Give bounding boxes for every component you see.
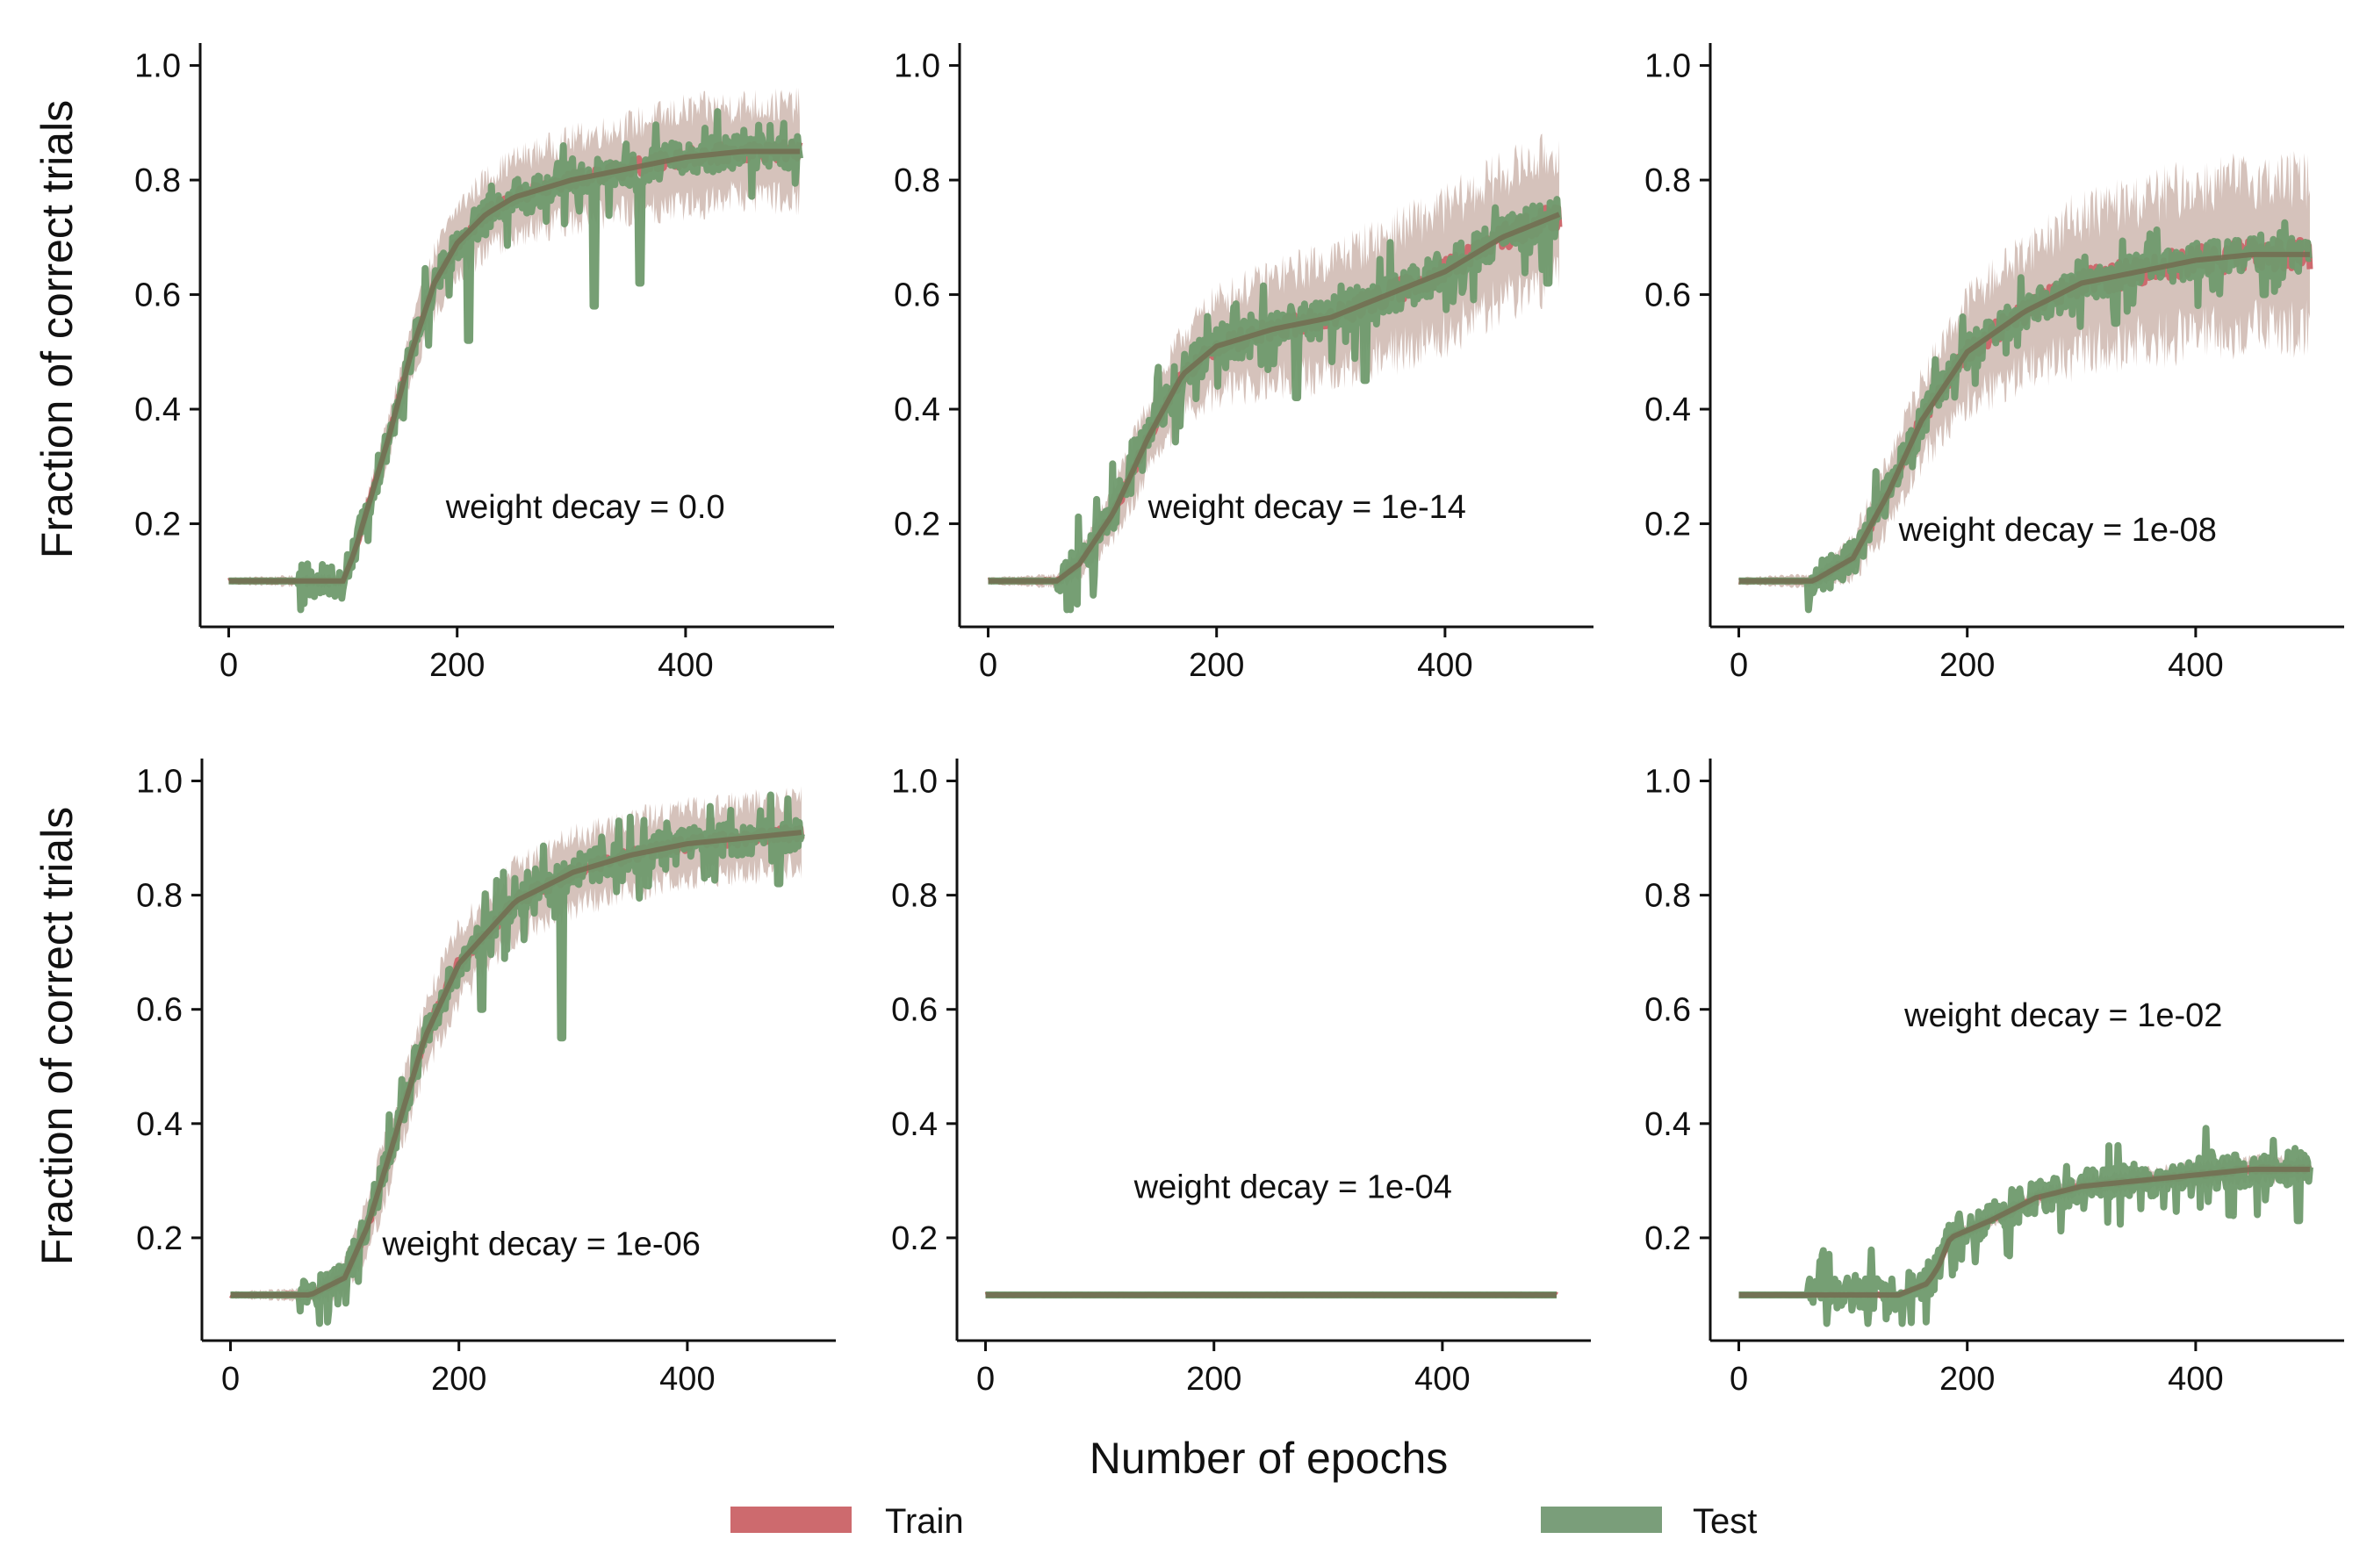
y-tick-label-3-2: 0.6 <box>1644 277 1691 314</box>
legend-test-swatch <box>1541 1507 1662 1533</box>
x-tick-label-2-1: 200 <box>1189 647 1244 684</box>
x-tick-label-5-1: 200 <box>1186 1361 1241 1398</box>
y-tick-label-6-2: 0.6 <box>1644 992 1691 1029</box>
y-tick-label-6-3: 0.8 <box>1644 878 1691 915</box>
legend: Train Test <box>730 1502 1757 1541</box>
x-tick-label-2-0: 0 <box>979 647 997 684</box>
panel-3: 0.2 0.4 0.6 0.8 1.0 0 200 400 weight decay = 1e-… <box>1644 43 2344 684</box>
panel-5: 0.2 0.4 0.6 0.8 1.0 0 200 400 weight decay = 1e-… <box>891 759 1591 1398</box>
y-tick-label-3-1: 0.4 <box>1644 392 1691 428</box>
mean-line-1 <box>228 148 800 584</box>
y-tick-label-5-4: 1.0 <box>891 764 938 801</box>
mean-line-4 <box>230 830 802 1298</box>
annotation-6: weight decay = 1e-02 <box>1903 997 2222 1034</box>
panel-4: 0.2 0.4 0.6 0.8 1.0 0 200 400 weight decay = 1e-… <box>136 759 836 1398</box>
y-tick-label-5-2: 0.6 <box>891 992 938 1029</box>
y-tick-label-1-1: 0.4 <box>134 392 181 428</box>
y-axis-label-bottom: Fraction of correct trials <box>32 807 82 1265</box>
annotation-5: weight decay = 1e-04 <box>1133 1169 1452 1205</box>
x-tick-label-6-2: 400 <box>2168 1361 2223 1398</box>
test-line-1 <box>226 108 803 614</box>
y-tick-label-6-4: 1.0 <box>1644 764 1691 801</box>
y-tick-label-3-3: 0.8 <box>1644 162 1691 199</box>
x-tick-label-2-2: 400 <box>1417 647 1472 684</box>
x-tick-label-5-2: 400 <box>1414 1361 1470 1398</box>
y-tick-label-5-1: 0.4 <box>891 1106 938 1143</box>
annotation-1: weight decay = 0.0 <box>445 489 725 526</box>
y-tick-label-6-1: 0.4 <box>1644 1106 1691 1143</box>
x-tick-label-3-2: 400 <box>2168 647 2223 684</box>
y-tick-label-2-1: 0.4 <box>894 392 940 428</box>
y-tick-label-5-0: 0.2 <box>891 1220 938 1257</box>
y-tick-label-3-4: 1.0 <box>1644 48 1691 85</box>
panel-1: 0.2 0.4 0.6 0.8 1.0 0 200 400 weight decay = 0.0 <box>134 43 834 684</box>
y-tick-label-2-0: 0.2 <box>894 507 940 543</box>
annotation-3: weight decay = 1e-08 <box>1898 512 2217 549</box>
y-tick-label-3-0: 0.2 <box>1644 507 1691 543</box>
test-line-2 <box>985 196 1563 614</box>
y-tick-label-2-3: 0.8 <box>894 162 940 199</box>
y-tick-label-4-4: 1.0 <box>136 764 183 801</box>
x-tick-label-6-1: 200 <box>1939 1361 1995 1398</box>
x-tick-label-1-0: 0 <box>219 647 238 684</box>
y-tick-label-1-2: 0.6 <box>134 277 181 314</box>
y-axis-label-top: Fraction of correct trials <box>32 100 82 558</box>
x-tick-label-1-1: 200 <box>429 647 485 684</box>
test-line-3 <box>1736 219 2313 614</box>
y-tick-label-4-1: 0.4 <box>136 1106 183 1143</box>
y-tick-label-4-3: 0.8 <box>136 878 183 915</box>
legend-train-swatch <box>730 1507 852 1533</box>
legend-test-label: Test <box>1693 1502 1757 1541</box>
std-band-1 <box>228 87 800 589</box>
x-tick-label-4-1: 200 <box>431 1361 486 1398</box>
panel-6: 0.2 0.4 0.6 0.8 1.0 0 200 400 weight decay = 1e-… <box>1644 759 2344 1398</box>
annotation-4: weight decay = 1e-06 <box>382 1226 701 1262</box>
x-tick-label-5-0: 0 <box>976 1361 995 1398</box>
x-tick-label-4-2: 400 <box>659 1361 715 1398</box>
mean-line-6 <box>1738 1166 2310 1298</box>
legend-train-label: Train <box>885 1502 964 1541</box>
mean-line-2 <box>988 212 1561 584</box>
panel-2: 0.2 0.4 0.6 0.8 1.0 0 200 400 weight decay = 1e-… <box>894 43 1593 684</box>
y-tick-label-6-0: 0.2 <box>1644 1220 1691 1257</box>
annotation-2: weight decay = 1e-14 <box>1147 489 1466 526</box>
mean-line-3 <box>1738 251 2310 584</box>
y-tick-label-1-0: 0.2 <box>134 507 181 543</box>
x-axis-label: Number of epochs <box>1090 1434 1449 1483</box>
x-tick-label-6-0: 0 <box>1730 1361 1748 1398</box>
y-tick-label-4-0: 0.2 <box>136 1220 183 1257</box>
y-tick-label-5-3: 0.8 <box>891 878 938 915</box>
y-tick-label-2-4: 1.0 <box>894 48 940 85</box>
y-tick-label-4-2: 0.6 <box>136 992 183 1029</box>
test-line-4 <box>227 791 805 1327</box>
x-tick-label-3-1: 200 <box>1939 647 1995 684</box>
y-tick-label-2-2: 0.6 <box>894 277 940 314</box>
x-tick-label-3-0: 0 <box>1730 647 1748 684</box>
y-tick-label-1-3: 0.8 <box>134 162 181 199</box>
x-tick-label-1-2: 400 <box>658 647 713 684</box>
x-tick-label-4-0: 0 <box>221 1361 240 1398</box>
y-tick-label-1-4: 1.0 <box>134 48 181 85</box>
